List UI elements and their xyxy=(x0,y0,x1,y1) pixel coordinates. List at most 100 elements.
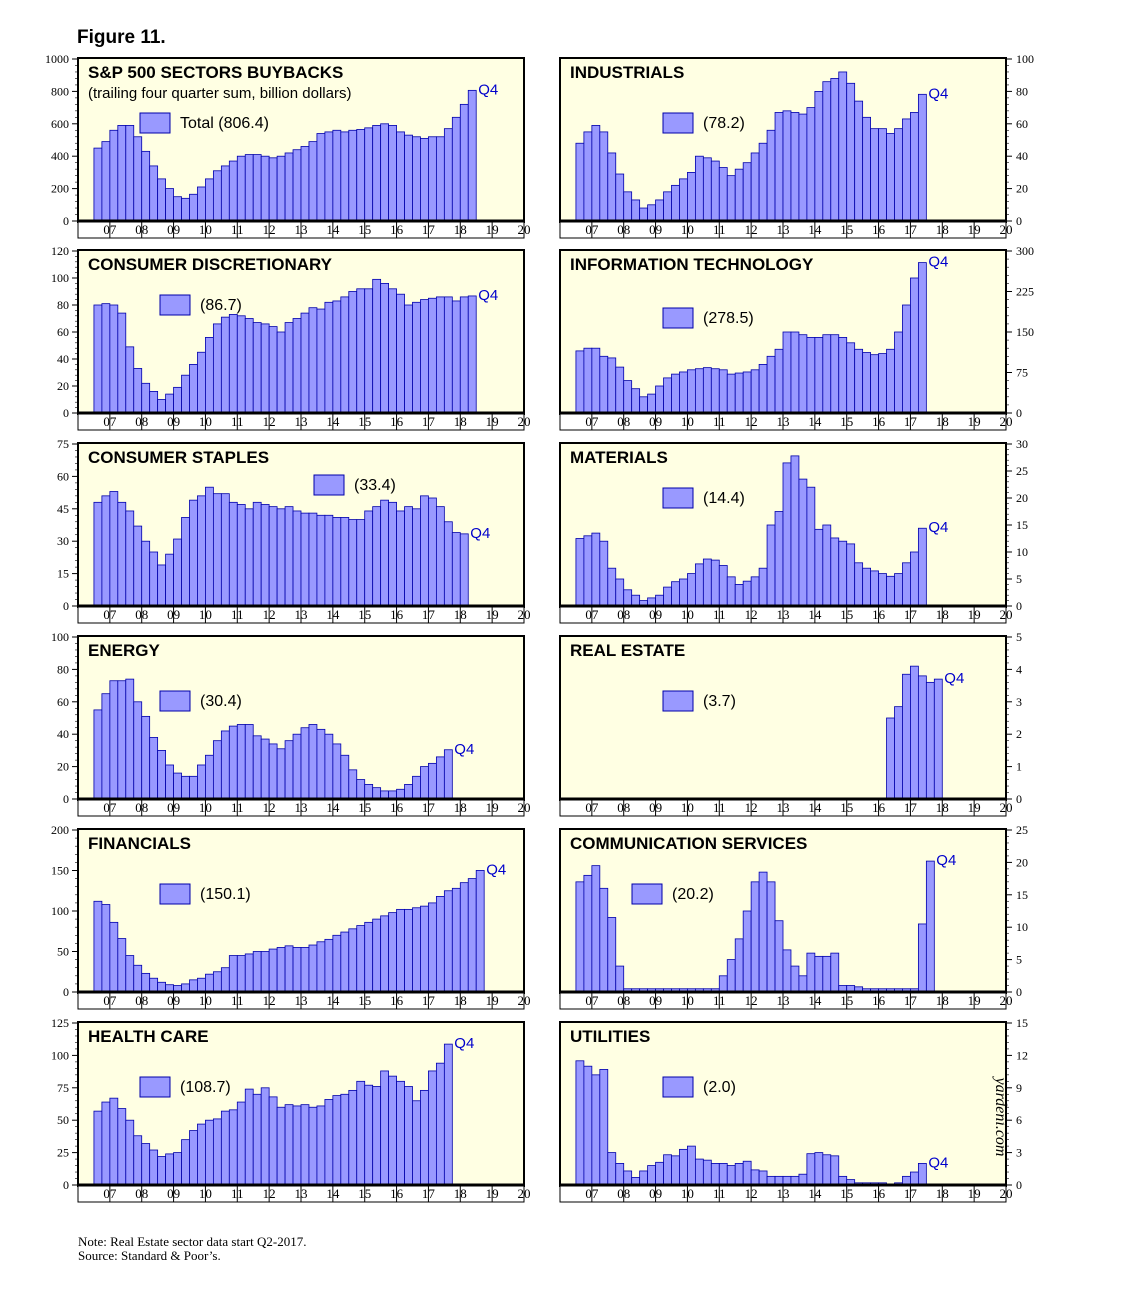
x-tick-label: 17 xyxy=(904,414,918,429)
bar xyxy=(443,296,453,414)
bar xyxy=(671,373,680,414)
bar xyxy=(830,334,840,414)
bar xyxy=(260,155,270,222)
bar xyxy=(798,975,808,993)
bar xyxy=(655,1161,664,1186)
q4-annotation: Q4 xyxy=(928,519,948,536)
bar xyxy=(886,133,895,222)
x-tick-label: 18 xyxy=(936,607,949,622)
bar xyxy=(782,331,792,414)
bar xyxy=(925,681,935,800)
bar xyxy=(372,918,382,993)
bar xyxy=(212,740,222,800)
x-tick-label: 11 xyxy=(713,800,726,815)
bar xyxy=(189,979,198,993)
bar xyxy=(846,82,856,222)
y-tick-label: 3 xyxy=(1016,695,1022,709)
y-tick-label: 0 xyxy=(1016,406,1022,420)
bar xyxy=(798,113,808,222)
bar xyxy=(173,538,182,607)
bar xyxy=(300,947,310,993)
bar xyxy=(109,921,119,993)
bar xyxy=(348,769,358,800)
y-tick-label: 75 xyxy=(57,1081,69,1095)
bar xyxy=(687,573,696,607)
bar xyxy=(244,953,254,993)
x-tick-label: 09 xyxy=(167,800,180,815)
chart-title: UTILITIES xyxy=(570,1027,650,1046)
bar xyxy=(814,1152,824,1186)
bar xyxy=(774,511,784,607)
x-tick-label: 10 xyxy=(199,222,212,237)
bar xyxy=(750,881,760,993)
bar xyxy=(125,678,135,800)
x-tick-label: 08 xyxy=(135,1186,148,1201)
bar xyxy=(766,129,776,222)
bar xyxy=(212,971,222,993)
bar xyxy=(830,78,840,222)
y-tick-label: 4 xyxy=(1016,662,1022,676)
bar xyxy=(244,154,254,222)
x-tick-label: 18 xyxy=(936,414,949,429)
bar xyxy=(806,486,816,607)
x-tick-label: 14 xyxy=(326,607,340,622)
chart-title: INFORMATION TECHNOLOGY xyxy=(570,255,814,274)
x-tick-label: 08 xyxy=(135,222,148,237)
legend-label: (86.7) xyxy=(200,297,242,314)
bar xyxy=(933,678,943,800)
bar xyxy=(451,887,461,993)
bar xyxy=(870,128,879,222)
bar xyxy=(260,951,270,993)
bar xyxy=(607,567,617,607)
bar xyxy=(205,178,214,222)
bar xyxy=(615,578,625,607)
bar xyxy=(623,380,633,414)
bar xyxy=(197,495,206,607)
bar xyxy=(364,510,374,607)
bar xyxy=(575,350,585,414)
x-tick-label: 20 xyxy=(518,414,531,429)
bar xyxy=(726,373,736,414)
bar xyxy=(101,904,111,993)
bar xyxy=(93,147,103,222)
bar xyxy=(268,157,278,222)
x-tick-label: 19 xyxy=(486,222,499,237)
bar xyxy=(878,573,887,607)
bar xyxy=(189,363,198,414)
x-tick-label: 17 xyxy=(904,993,918,1008)
bar xyxy=(316,728,326,800)
bar xyxy=(758,567,768,607)
bar xyxy=(372,278,382,414)
bar xyxy=(647,1165,656,1186)
bar xyxy=(854,348,864,414)
bar xyxy=(750,152,760,222)
chart-panel-11: 07 08 09 10 11 12 13 14 15 16 17 18 19 20 0 25 50 75 100 12… xyxy=(51,1016,531,1203)
bar xyxy=(372,1086,382,1186)
bar xyxy=(663,377,672,414)
bar xyxy=(93,501,103,607)
y-tick-label: 100 xyxy=(1016,52,1034,66)
y-tick-label: 5 xyxy=(1016,630,1022,644)
y-tick-label: 40 xyxy=(1016,149,1028,163)
bar xyxy=(886,717,895,800)
bar xyxy=(380,915,390,993)
x-tick-label: 14 xyxy=(808,222,822,237)
bar xyxy=(734,372,744,414)
y-tick-label: 80 xyxy=(57,662,69,676)
bar xyxy=(157,178,166,222)
bar xyxy=(742,910,752,993)
y-tick-label: 60 xyxy=(57,695,69,709)
bar xyxy=(364,921,374,993)
bar xyxy=(420,905,429,993)
y-tick-label: 75 xyxy=(1016,366,1028,380)
y-tick-label: 100 xyxy=(51,271,69,285)
bar xyxy=(910,112,919,222)
bar xyxy=(886,575,895,607)
bar xyxy=(324,514,334,607)
x-tick-label: 15 xyxy=(358,222,371,237)
bar xyxy=(615,965,625,993)
bar xyxy=(228,1109,238,1186)
x-tick-label: 18 xyxy=(454,1186,467,1201)
bar xyxy=(806,107,816,222)
x-tick-label: 17 xyxy=(904,607,918,622)
